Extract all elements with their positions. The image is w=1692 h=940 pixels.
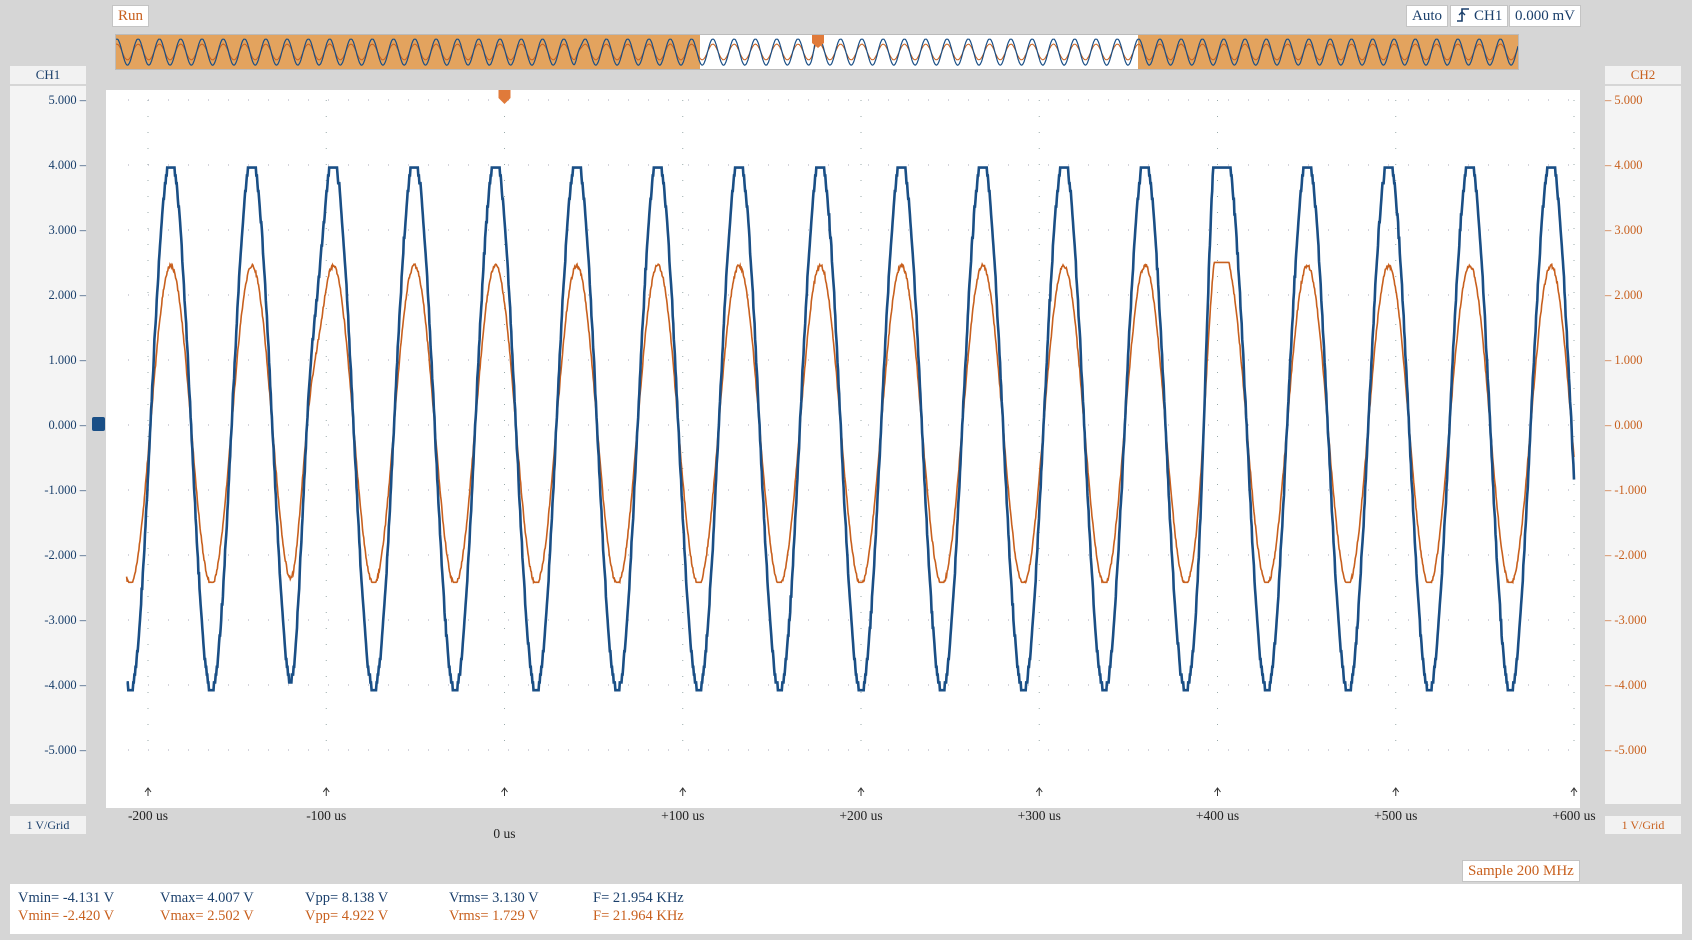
waveform-display <box>106 90 1580 808</box>
ch2-voltage-tick: – 3.000 <box>1605 223 1681 237</box>
ch2-voltage-axis[interactable]: – 5.000 – 4.000 – 3.000 – 2.000 – 1.000 … <box>1605 86 1681 804</box>
time-tick-label: -200 us <box>128 808 168 824</box>
ch2-vpp: Vpp= 4.922 V <box>305 908 388 925</box>
trigger-source-label: CH1 <box>1474 8 1502 24</box>
rising-edge-icon <box>1456 7 1470 23</box>
time-tick <box>1571 788 1577 796</box>
ch1-voltage-tick: -2.000 – <box>10 548 86 562</box>
ch1-voltage-tick: 2.000 – <box>10 288 86 302</box>
ch1-vpp: Vpp= 8.138 V <box>305 890 388 907</box>
ch1-voltage-tick: -3.000 – <box>10 613 86 627</box>
ch1-offset-marker[interactable] <box>92 417 105 431</box>
ch1-voltage-tick: 1.000 – <box>10 353 86 367</box>
ch1-waveform <box>127 168 1574 691</box>
time-tick <box>858 788 864 796</box>
time-tick <box>1215 788 1221 796</box>
trigger-position-marker[interactable] <box>499 90 511 104</box>
ch2-voltage-tick: – 4.000 <box>1605 158 1681 172</box>
ch1-voltage-tick: 5.000 – <box>10 93 86 107</box>
ch2-vmax: Vmax= 2.502 V <box>160 908 254 925</box>
ch2-voltage-tick: – 1.000 <box>1605 353 1681 367</box>
grid-dots <box>128 100 1574 750</box>
ch2-vrms: Vrms= 1.729 V <box>449 908 539 925</box>
time-tick-label: +100 us <box>661 808 704 824</box>
time-tick-label: +400 us <box>1196 808 1239 824</box>
overview-right-region <box>1138 35 1518 69</box>
ch1-header[interactable]: CH1 <box>10 66 86 84</box>
ch2-voltage-tick: – -5.000 <box>1605 743 1681 757</box>
measurements-panel: Vmin= -4.131 V Vmax= 4.007 V Vpp= 8.138 … <box>10 884 1682 934</box>
time-tick-label: +500 us <box>1374 808 1417 824</box>
ch2-scale-label[interactable]: 1 V/Grid <box>1605 816 1681 834</box>
ch1-voltage-tick: 4.000 – <box>10 158 86 172</box>
time-tick-label: 0 us <box>493 826 515 842</box>
ch1-voltage-tick: -5.000 – <box>10 743 86 757</box>
ch1-vmax: Vmax= 4.007 V <box>160 890 254 907</box>
overview-waveform <box>116 35 1518 69</box>
ch2-voltage-tick: – 0.000 <box>1605 418 1681 432</box>
ch2-voltage-tick: – 2.000 <box>1605 288 1681 302</box>
ch2-voltage-tick: – -4.000 <box>1605 678 1681 692</box>
ch1-voltage-tick: -1.000 – <box>10 483 86 497</box>
time-tick-marks <box>145 788 1577 796</box>
ch1-vmin: Vmin= -4.131 V <box>18 890 114 907</box>
time-tick <box>1393 788 1399 796</box>
ch2-waveform <box>127 262 1574 582</box>
trigger-mode-button[interactable]: Auto <box>1406 5 1448 27</box>
ch2-vmin: Vmin= -2.420 V <box>18 908 114 925</box>
ch2-voltage-tick: – -3.000 <box>1605 613 1681 627</box>
ch2-voltage-tick: – -2.000 <box>1605 548 1681 562</box>
ch1-voltage-axis[interactable]: 5.000 – 4.000 – 3.000 – 2.000 – 1.000 – … <box>10 86 86 804</box>
sample-rate-badge[interactable]: Sample 200 MHz <box>1462 860 1580 882</box>
ch1-voltage-tick: 3.000 – <box>10 223 86 237</box>
ch1-scale-label[interactable]: 1 V/Grid <box>10 816 86 834</box>
ch2-voltage-tick: – 5.000 <box>1605 93 1681 107</box>
time-tick <box>145 788 151 796</box>
time-tick <box>1036 788 1042 796</box>
ch1-frequency: F= 21.954 KHz <box>593 890 684 907</box>
time-tick-label: +300 us <box>1018 808 1061 824</box>
ch2-frequency: F= 21.964 KHz <box>593 908 684 925</box>
ch1-voltage-tick: -4.000 – <box>10 678 86 692</box>
ch1-vrms: Vrms= 3.130 V <box>449 890 539 907</box>
scope-plot-area[interactable] <box>106 90 1580 808</box>
run-status-button[interactable]: Run <box>112 5 149 27</box>
time-tick <box>323 788 329 796</box>
time-tick <box>502 788 508 796</box>
time-tick <box>680 788 686 796</box>
time-axis: -200 us -100 us 0 us +100 us +200 us +300 us +… <box>0 808 1692 848</box>
time-tick-label: +600 us <box>1552 808 1595 824</box>
trigger-level-field[interactable]: 0.000 mV <box>1509 5 1581 27</box>
ch2-header[interactable]: CH2 <box>1605 66 1681 84</box>
time-tick-label: +200 us <box>839 808 882 824</box>
trigger-source-button[interactable]: CH1 <box>1450 5 1508 27</box>
waveform-overview[interactable] <box>115 34 1519 70</box>
time-tick-label: -100 us <box>306 808 346 824</box>
ch2-voltage-tick: – -1.000 <box>1605 483 1681 497</box>
ch1-voltage-tick: 0.000 – <box>10 418 86 432</box>
